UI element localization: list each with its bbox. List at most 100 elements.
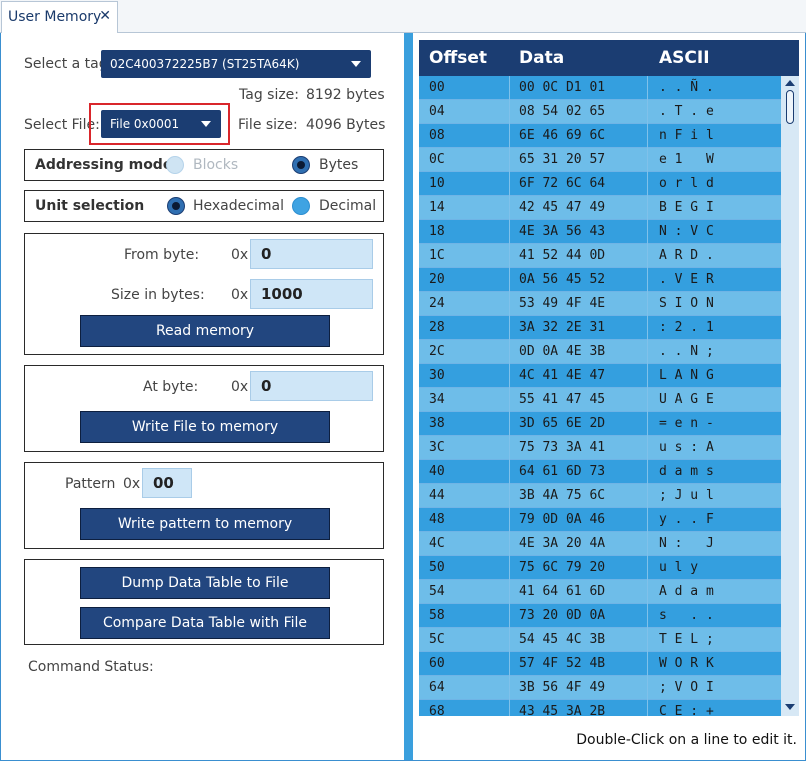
offset-cell: 3C — [429, 440, 445, 455]
table-row[interactable]: 00 00 0C D1 01 . . Ñ . — [419, 76, 781, 100]
blocks-label: Blocks — [193, 157, 239, 173]
scroll-down-icon[interactable] — [785, 704, 795, 710]
ascii-cell: C E : + — [659, 704, 714, 716]
ascii-cell: . . N ; — [659, 344, 714, 359]
table-row[interactable]: 1C 41 52 44 0D A R D . — [419, 244, 781, 268]
table-row[interactable]: 58 73 20 0D 0A s . . — [419, 604, 781, 628]
table-row[interactable]: 54 41 64 61 6D A d a m — [419, 580, 781, 604]
table-row[interactable]: 44 3B 4A 75 6C ; J u l — [419, 484, 781, 508]
bytes-radio[interactable] — [292, 156, 310, 174]
blocks-radio[interactable] — [166, 156, 184, 174]
table-row[interactable]: 5C 54 45 4C 3B T E L ; — [419, 628, 781, 652]
data-cell: 53 49 4F 4E — [519, 296, 606, 311]
table-row[interactable]: 08 6E 46 69 6C n F i l — [419, 124, 781, 148]
scroll-up-icon[interactable] — [785, 80, 795, 86]
column-divider — [647, 268, 648, 292]
table-row[interactable]: 68 43 45 3A 2B C E : + — [419, 700, 781, 716]
column-divider — [647, 628, 648, 652]
ascii-cell: . . Ñ . — [659, 80, 714, 95]
file-dropdown[interactable]: File 0x0001 — [101, 110, 221, 138]
table-row[interactable]: 4C 4E 3A 20 4A N : J — [419, 532, 781, 556]
column-divider — [647, 556, 648, 580]
table-row[interactable]: 28 3A 32 2E 31: 2 . 1 — [419, 316, 781, 340]
ascii-cell: A R D . — [659, 248, 714, 263]
scroll-thumb[interactable] — [786, 90, 794, 124]
table-row[interactable]: 14 42 45 47 49 B E G I — [419, 196, 781, 220]
decimal-radio[interactable] — [292, 197, 310, 215]
tab-title: User Memory — [8, 9, 102, 25]
table-row[interactable]: 04 08 54 02 65 . T . e — [419, 100, 781, 124]
read-memory-button[interactable]: Read memory — [80, 315, 330, 347]
at-byte-input[interactable]: 0 — [250, 371, 373, 401]
ascii-cell: = e n - — [659, 416, 714, 431]
data-cell: 3B 4A 75 6C — [519, 488, 606, 503]
data-header[interactable]: Data — [519, 48, 565, 68]
column-divider — [509, 508, 510, 532]
vertical-scrollbar[interactable] — [781, 76, 799, 716]
table-row[interactable]: 18 4E 3A 56 43 N : V C — [419, 220, 781, 244]
file-size-label: File size: — [238, 117, 298, 133]
offset-cell: 1C — [429, 248, 445, 263]
pattern-input[interactable]: 00 — [142, 468, 192, 498]
column-divider — [647, 388, 648, 412]
table-row[interactable]: 30 4C 41 4E 47 L A N G — [419, 364, 781, 388]
ascii-header[interactable]: ASCII — [659, 48, 710, 68]
column-divider — [509, 76, 510, 100]
ascii-cell: d a m s — [659, 464, 714, 479]
offset-header[interactable]: Offset — [429, 48, 487, 68]
write-file-button[interactable]: Write File to memory — [80, 411, 330, 443]
table-row[interactable]: 2C 0D 0A 4E 3B . . N ; — [419, 340, 781, 364]
table-row[interactable]: 10 6F 72 6C 64 o r l d — [419, 172, 781, 196]
column-divider — [647, 652, 648, 676]
table-row[interactable]: 60 57 4F 52 4B W O R K — [419, 652, 781, 676]
data-cell: 75 73 3A 41 — [519, 440, 606, 455]
tab-user-memory[interactable]: User Memory ✕ — [1, 1, 118, 33]
column-divider — [509, 436, 510, 460]
dump-data-table-button[interactable]: Dump Data Table to File — [80, 567, 330, 599]
command-status-label: Command Status: — [28, 659, 154, 675]
offset-cell: 18 — [429, 224, 445, 239]
table-row[interactable]: 48 79 0D 0A 46 y . . F — [419, 508, 781, 532]
column-divider — [647, 508, 648, 532]
offset-cell: 60 — [429, 656, 445, 671]
tab-bar: User Memory ✕ — [0, 0, 806, 33]
ascii-cell: ; V O I — [659, 680, 714, 695]
data-cell: 00 0C D1 01 — [519, 80, 606, 95]
ascii-cell: B E G I — [659, 200, 714, 215]
highlight-frame — [89, 103, 230, 145]
write-pattern-button[interactable]: Write pattern to memory — [80, 508, 330, 540]
offset-cell: 08 — [429, 128, 445, 143]
column-divider — [647, 124, 648, 148]
file-dropdown-value: File 0x0001 — [110, 117, 180, 131]
table-row[interactable]: 0C 65 31 20 57 e 1 W — [419, 148, 781, 172]
offset-cell: 5C — [429, 632, 445, 647]
table-row[interactable]: 3C 75 73 3A 41 u s : A — [419, 436, 781, 460]
size-in-bytes-input[interactable]: 1000 — [250, 279, 373, 309]
data-cell: 3D 65 6E 2D — [519, 416, 606, 431]
table-row[interactable]: 50 75 6C 79 20 u l y — [419, 556, 781, 580]
table-row[interactable]: 34 55 41 47 45 U A G E — [419, 388, 781, 412]
from-byte-input[interactable]: 0 — [250, 239, 373, 269]
table-row[interactable]: 40 64 61 6D 73 d a m s — [419, 460, 781, 484]
tag-dropdown[interactable]: 02C400372225B7 (ST25TA64K) — [101, 50, 371, 78]
data-cell: 42 45 47 49 — [519, 200, 606, 215]
table-row[interactable]: 20 0A 56 45 52 . V E R — [419, 268, 781, 292]
offset-cell: 4C — [429, 536, 445, 551]
read-memory-group: From byte: 0x 0 Size in bytes: 0x 1000 R… — [24, 233, 384, 355]
data-cell: 41 64 61 6D — [519, 584, 606, 599]
ascii-cell: u s : A — [659, 440, 714, 455]
hexadecimal-radio[interactable] — [167, 197, 185, 215]
offset-cell: 2C — [429, 344, 445, 359]
offset-cell: 48 — [429, 512, 445, 527]
compare-data-table-button[interactable]: Compare Data Table with File — [80, 607, 330, 639]
table-row[interactable]: 38 3D 65 6E 2D = e n - — [419, 412, 781, 436]
column-divider — [647, 100, 648, 124]
data-cell: 0D 0A 4E 3B — [519, 344, 606, 359]
data-cell: 73 20 0D 0A — [519, 608, 606, 623]
data-cell: 57 4F 52 4B — [519, 656, 606, 671]
panel-splitter[interactable] — [404, 33, 413, 760]
column-divider — [509, 292, 510, 316]
table-row[interactable]: 64 3B 56 4F 49 ; V O I — [419, 676, 781, 700]
close-icon[interactable]: ✕ — [99, 8, 111, 24]
table-row[interactable]: 24 53 49 4F 4E S I O N — [419, 292, 781, 316]
